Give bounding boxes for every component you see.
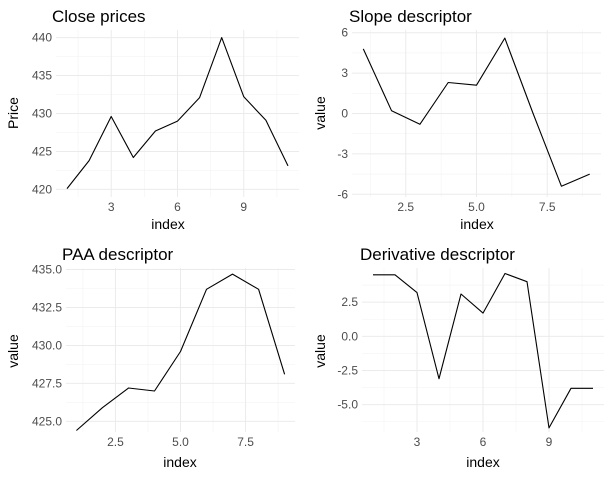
gridlines — [362, 268, 604, 432]
y-tick-label: 435.0 — [32, 263, 62, 277]
x-tick-label: 9 — [546, 435, 553, 449]
series-group — [76, 273, 286, 431]
y-tick-label: 440 — [32, 31, 52, 45]
series-line — [66, 37, 289, 189]
panel-slope-descriptor: Slope descriptor -6 -3 0 3 6 2.5 5.0 7.5 index… — [312, 7, 601, 232]
x-axis-title: index — [151, 216, 184, 232]
x-axis-title: index — [163, 454, 196, 470]
series-group — [66, 37, 289, 189]
x-tick-labels: 2.5 5.0 7.5 — [107, 435, 254, 449]
chart-title: Close prices — [52, 7, 146, 26]
x-tick-labels: 3 6 9 — [414, 435, 553, 449]
gridlines — [66, 268, 295, 432]
y-tick-label: 425.0 — [32, 414, 62, 428]
y-tick-labels: 425.0 427.5 430.0 432.5 435.0 — [32, 263, 62, 429]
x-tick-label: 2.5 — [107, 435, 124, 449]
y-tick-label: 420 — [32, 182, 52, 196]
series-group — [373, 272, 593, 429]
y-axis-title: Price — [5, 97, 21, 129]
y-tick-label: -3 — [337, 147, 348, 161]
y-tick-label: 435 — [32, 69, 52, 83]
chart-title: Derivative descriptor — [360, 245, 515, 264]
y-tick-label: -2.5 — [337, 364, 358, 378]
y-tick-label: 425 — [32, 144, 52, 158]
y-tick-labels: -6 -3 0 3 6 — [337, 26, 348, 202]
x-tick-labels: 2.5 5.0 7.5 — [397, 200, 555, 214]
x-tick-label: 7.5 — [539, 200, 556, 214]
y-tick-label: 430 — [32, 107, 52, 121]
y-tick-label: 3 — [341, 66, 348, 80]
x-axis-title: index — [460, 216, 493, 232]
y-tick-label: 0 — [341, 107, 348, 121]
y-tick-label: 430.0 — [32, 338, 62, 352]
series-line — [76, 273, 286, 431]
y-tick-labels: 420 425 430 435 440 — [32, 31, 52, 197]
y-axis-title: value — [312, 334, 328, 368]
series-group — [362, 37, 590, 187]
panel-paa-descriptor: PAA descriptor 425.0 427.5 430.0 432.5 435.0… — [5, 245, 295, 470]
x-tick-label: 2.5 — [397, 200, 414, 214]
x-tick-label: 6 — [174, 200, 181, 214]
chart-title: Slope descriptor — [349, 7, 472, 26]
x-tick-label: 3 — [108, 200, 115, 214]
y-tick-label: -5.0 — [337, 398, 358, 412]
gridlines — [352, 30, 601, 197]
y-tick-label: 427.5 — [32, 376, 62, 390]
y-axis-title: value — [5, 334, 21, 368]
x-tick-label: 9 — [240, 200, 247, 214]
y-tick-label: 432.5 — [32, 300, 62, 314]
chart-title: PAA descriptor — [62, 245, 174, 264]
y-tick-label: 0.0 — [341, 329, 358, 343]
x-tick-label: 3 — [414, 435, 421, 449]
y-axis-title: value — [312, 96, 328, 130]
y-tick-label: 6 — [341, 26, 348, 40]
y-tick-label: -6 — [337, 187, 348, 201]
y-tick-labels: -5.0 -2.5 0.0 2.5 — [337, 295, 358, 412]
gridlines — [56, 30, 299, 197]
x-tick-label: 5.0 — [468, 200, 485, 214]
x-tick-label: 5.0 — [172, 435, 189, 449]
series-line — [373, 272, 593, 429]
x-axis-title: index — [466, 454, 499, 470]
x-tick-labels: 3 6 9 — [108, 200, 248, 214]
x-tick-label: 7.5 — [237, 435, 254, 449]
x-tick-label: 6 — [480, 435, 487, 449]
panel-derivative-descriptor: Derivative descriptor -5.0 -2.5 0.0 2.5 3 6 9… — [312, 245, 604, 470]
series-line — [362, 37, 590, 187]
y-tick-label: 2.5 — [341, 295, 358, 309]
panel-close-prices: Close prices 420 425 430 435 440 3 6 9 index P… — [5, 7, 299, 232]
